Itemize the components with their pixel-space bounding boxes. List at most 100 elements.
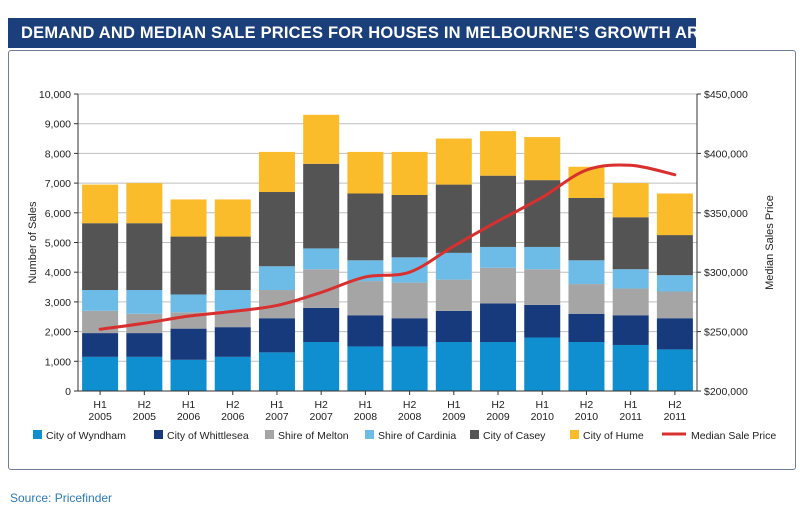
y-axis-title: Number of Sales <box>27 201 39 283</box>
legend-label: Shire of Melton <box>278 430 349 442</box>
bar-segment <box>612 183 649 218</box>
bar-segment <box>524 137 561 181</box>
bar-segment <box>435 341 472 391</box>
bar-segment <box>612 269 649 289</box>
bar-segment <box>656 291 693 319</box>
bar-segment <box>170 236 207 295</box>
bar-segment <box>170 359 207 391</box>
x-tick-label: H2 <box>491 399 505 411</box>
bar-segment <box>524 337 561 391</box>
bar-segment <box>126 333 163 357</box>
x-tick-label: H2 <box>403 399 417 411</box>
x-tick-label: H2 <box>138 399 152 411</box>
y2-tick-label: $300,000 <box>704 267 748 279</box>
bar-segment <box>303 114 340 164</box>
x-tick-label: H2 <box>580 399 594 411</box>
bar-segment <box>214 310 251 328</box>
x-tick-label: 2010 <box>531 411 555 423</box>
chart-title-bar: DEMAND AND MEDIAN SALE PRICES FOR HOUSES… <box>8 18 734 48</box>
y-tick-label: 9,000 <box>45 119 71 131</box>
bar-segment <box>435 279 472 311</box>
legend-label: City of Whittlesea <box>167 430 249 442</box>
bar-segment <box>480 246 517 268</box>
bar-segment <box>391 282 428 319</box>
bar-segment <box>303 341 340 391</box>
bar-segment <box>568 313 605 342</box>
chart-title: DEMAND AND MEDIAN SALE PRICES FOR HOUSES… <box>21 24 734 42</box>
x-tick-label: 2011 <box>619 411 642 423</box>
stacked-bar-chart: 0 1,000 2,000 3,000 4,000 5,000 6,000 7,000 8,00… <box>27 89 776 442</box>
bar-segment <box>82 290 119 311</box>
y-tick-label: 2,000 <box>45 327 71 339</box>
bar-segment <box>435 252 472 280</box>
median-price-line <box>98 163 677 331</box>
bar-segment <box>303 248 340 270</box>
bar-segment <box>170 199 207 237</box>
bar-segment <box>524 246 561 270</box>
legend-swatch <box>154 430 163 439</box>
bar-segment <box>391 151 428 195</box>
bar-segment <box>258 266 295 291</box>
x-tick-label: 2007 <box>265 411 289 423</box>
bar-segment <box>480 131 517 176</box>
bar-segment <box>480 267 517 304</box>
bar-segment <box>568 284 605 314</box>
bar-segment <box>347 315 384 347</box>
bar-segment <box>214 236 251 291</box>
y-tick-label: 5,000 <box>45 238 71 250</box>
legend-label: City of Casey <box>483 430 546 442</box>
bar-segment <box>258 352 295 391</box>
x-tick-label: 2006 <box>177 411 201 423</box>
bar-segment <box>656 193 693 236</box>
bar-segment <box>170 294 207 313</box>
bar-segment <box>347 346 384 391</box>
x-tick-label: H1 <box>624 399 638 411</box>
bar-segment <box>568 197 605 261</box>
bar-segment <box>568 341 605 391</box>
bar-segment <box>391 257 428 283</box>
legend-label: City of Wyndham <box>46 430 126 442</box>
y2-tick-label: $200,000 <box>704 386 748 398</box>
y-tick-label: 3,000 <box>45 297 71 309</box>
x-tick-label: 2006 <box>221 411 245 423</box>
bar-segment <box>347 151 384 194</box>
legend-label: Shire of Cardinia <box>378 430 456 442</box>
x-tick-label: H2 <box>668 399 682 411</box>
chart-frame <box>8 50 796 470</box>
bar-segment <box>214 290 251 311</box>
bar-segment <box>258 151 295 193</box>
bar-segment <box>214 327 251 357</box>
y2-tick-label: $250,000 <box>704 327 748 339</box>
bar-segment <box>612 217 649 270</box>
bar-segment <box>347 281 384 316</box>
bar-segment <box>656 349 693 391</box>
bar-segment <box>656 235 693 276</box>
bar-segment <box>214 356 251 391</box>
bar-segment <box>568 260 605 285</box>
legend-swatch <box>265 430 274 439</box>
bar-segment <box>612 315 649 345</box>
legend-swatch <box>33 430 42 439</box>
bar-segment <box>82 223 119 291</box>
bar-segment <box>524 304 561 338</box>
x-tick-label: H1 <box>359 399 373 411</box>
bar-segment <box>435 310 472 342</box>
x-tick-label: 2009 <box>486 411 510 423</box>
y-tick-label: 10,000 <box>39 89 71 101</box>
bar-segment <box>480 341 517 391</box>
source-note: Source: Pricefinder <box>10 491 113 505</box>
y2-axis-title: Median Sales Price <box>764 195 776 290</box>
x-tick-label: H1 <box>536 399 550 411</box>
x-tick-label: 2008 <box>398 411 422 423</box>
y-tick-label: 1,000 <box>45 356 71 368</box>
x-tick-label: H1 <box>182 399 196 411</box>
bar-segment <box>480 175 517 247</box>
bar-segment <box>214 199 251 237</box>
y2-tick-label: $400,000 <box>704 148 748 160</box>
x-tick-label: 2008 <box>354 411 378 423</box>
bar-segment <box>82 184 119 224</box>
bar-segment <box>347 193 384 261</box>
bar-segment <box>126 223 163 291</box>
x-tick-label: 2005 <box>133 411 157 423</box>
y-tick-label: 4,000 <box>45 267 71 279</box>
